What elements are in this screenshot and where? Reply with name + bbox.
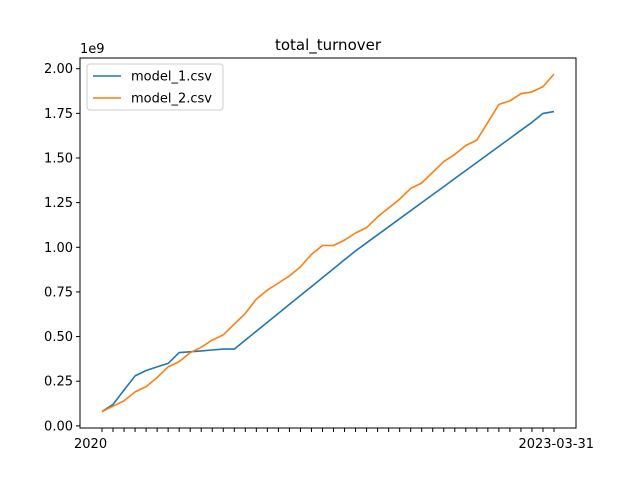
chart-marks: 0.00 0.25 0.50 0.75 1.00 1.25 1.50 1.75 2.00 2020… — [44, 62, 594, 452]
legend: model_1.csv model_2.csv — [86, 63, 224, 111]
y-tick-label: 0.75 — [44, 285, 73, 300]
chart-title: total_turnover — [275, 36, 382, 55]
y-tick-label: 2.00 — [44, 62, 73, 77]
y-tick-label: 0.25 — [44, 375, 73, 390]
y-tick-label: 1.25 — [44, 196, 73, 211]
legend-label: model_2.csv — [131, 92, 212, 107]
series-line-2 — [101, 73, 555, 413]
y-tick-label: 1.00 — [44, 241, 73, 256]
y-tick-label: 0.50 — [44, 330, 73, 345]
plot-frame — [79, 57, 577, 429]
x-tick-label: 2020 — [74, 437, 107, 452]
y-tick-label: 0.00 — [44, 419, 73, 434]
legend-label: model_1.csv — [131, 70, 212, 85]
y-tick-label: 1.75 — [44, 107, 73, 122]
x-tick-label: 2023-03-31 — [518, 437, 594, 452]
series-line-1 — [101, 110, 555, 413]
y-offset-label: 1e9 — [80, 42, 105, 57]
y-tick-label: 1.50 — [44, 152, 73, 167]
